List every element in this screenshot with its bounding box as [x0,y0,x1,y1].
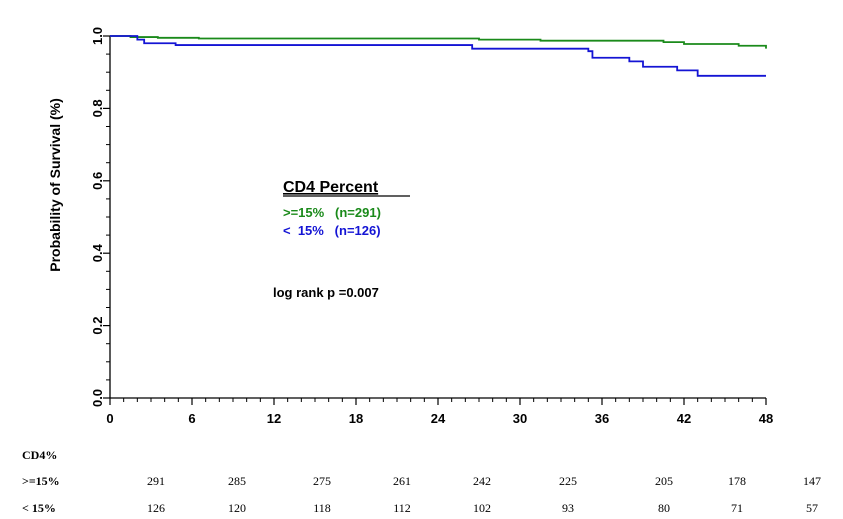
risk-row-label-low: < 15% [22,501,56,515]
survival-curve-high [110,35,767,49]
risk-cell-15-8: 147 [803,474,821,488]
legend-title: CD4 Percent [283,179,379,196]
x-tick-label: 6 [188,411,195,426]
y-tick-label: 0.4 [90,243,105,262]
tick-marks [103,35,767,405]
risk-cell-15-3: 112 [393,501,411,515]
x-tick-label: 12 [267,411,281,426]
tick-labels: 0 6 12 18 24 30 36 42 48 0.0 0.2 0.4 0.6 0.8 1.0 [90,27,773,426]
x-tick-label: 42 [677,411,691,426]
risk-cell-15-1: 120 [228,501,246,515]
x-tick-label: 24 [431,411,446,426]
risk-cell-15-0: 291 [147,474,165,488]
legend: CD4 Percent >=15% (n=291) < 15% (n=126) [283,179,410,238]
risk-cell-15-3: 261 [393,474,411,488]
risk-cell-15-2: 118 [313,501,331,515]
plot-axes [109,36,766,399]
log-rank-annotation: log rank p =0.007 [273,285,379,300]
risk-cell-15-2: 275 [313,474,331,488]
x-tick-label: 36 [595,411,609,426]
y-tick-label: 0.0 [90,389,105,407]
risk-table-cells: 291 285 275 261 242 225 205 178 147 126 120 118 112 1… [147,474,821,515]
x-tick-label: 0 [106,411,113,426]
risk-cell-15-4: 242 [473,474,491,488]
x-tick-label: 48 [759,411,773,426]
x-tick-label: 30 [513,411,527,426]
y-tick-label: 0.6 [90,172,105,190]
y-tick-label: 0.8 [90,99,105,117]
y-tick-label: 1.0 [90,27,105,45]
risk-cell-15-1: 285 [228,474,246,488]
risk-cell-15-6: 80 [658,501,670,515]
risk-table-header: CD4% [22,448,57,462]
legend-entry-high: >=15% (n=291) [283,205,381,220]
risk-cell-15-5: 225 [559,474,577,488]
risk-cell-15-7: 178 [728,474,746,488]
survival-curves [110,35,767,77]
risk-cell-15-0: 126 [147,501,165,515]
risk-cell-15-6: 205 [655,474,673,488]
risk-cell-15-8: 57 [806,501,818,515]
y-axis-label: Probability of Survival (%) [47,98,63,271]
risk-row-label-high: >=15% [22,474,60,488]
survival-curve-low [110,35,766,77]
risk-cell-15-5: 93 [562,501,574,515]
y-tick-label: 0.2 [90,317,105,335]
risk-table: CD4% >=15% < 15% 291 285 275 261 242 225 205 17… [22,448,821,515]
risk-cell-15-4: 102 [473,501,491,515]
x-tick-label: 18 [349,411,363,426]
risk-cell-15-7: 71 [731,501,743,515]
legend-entry-low: < 15% (n=126) [283,223,381,238]
